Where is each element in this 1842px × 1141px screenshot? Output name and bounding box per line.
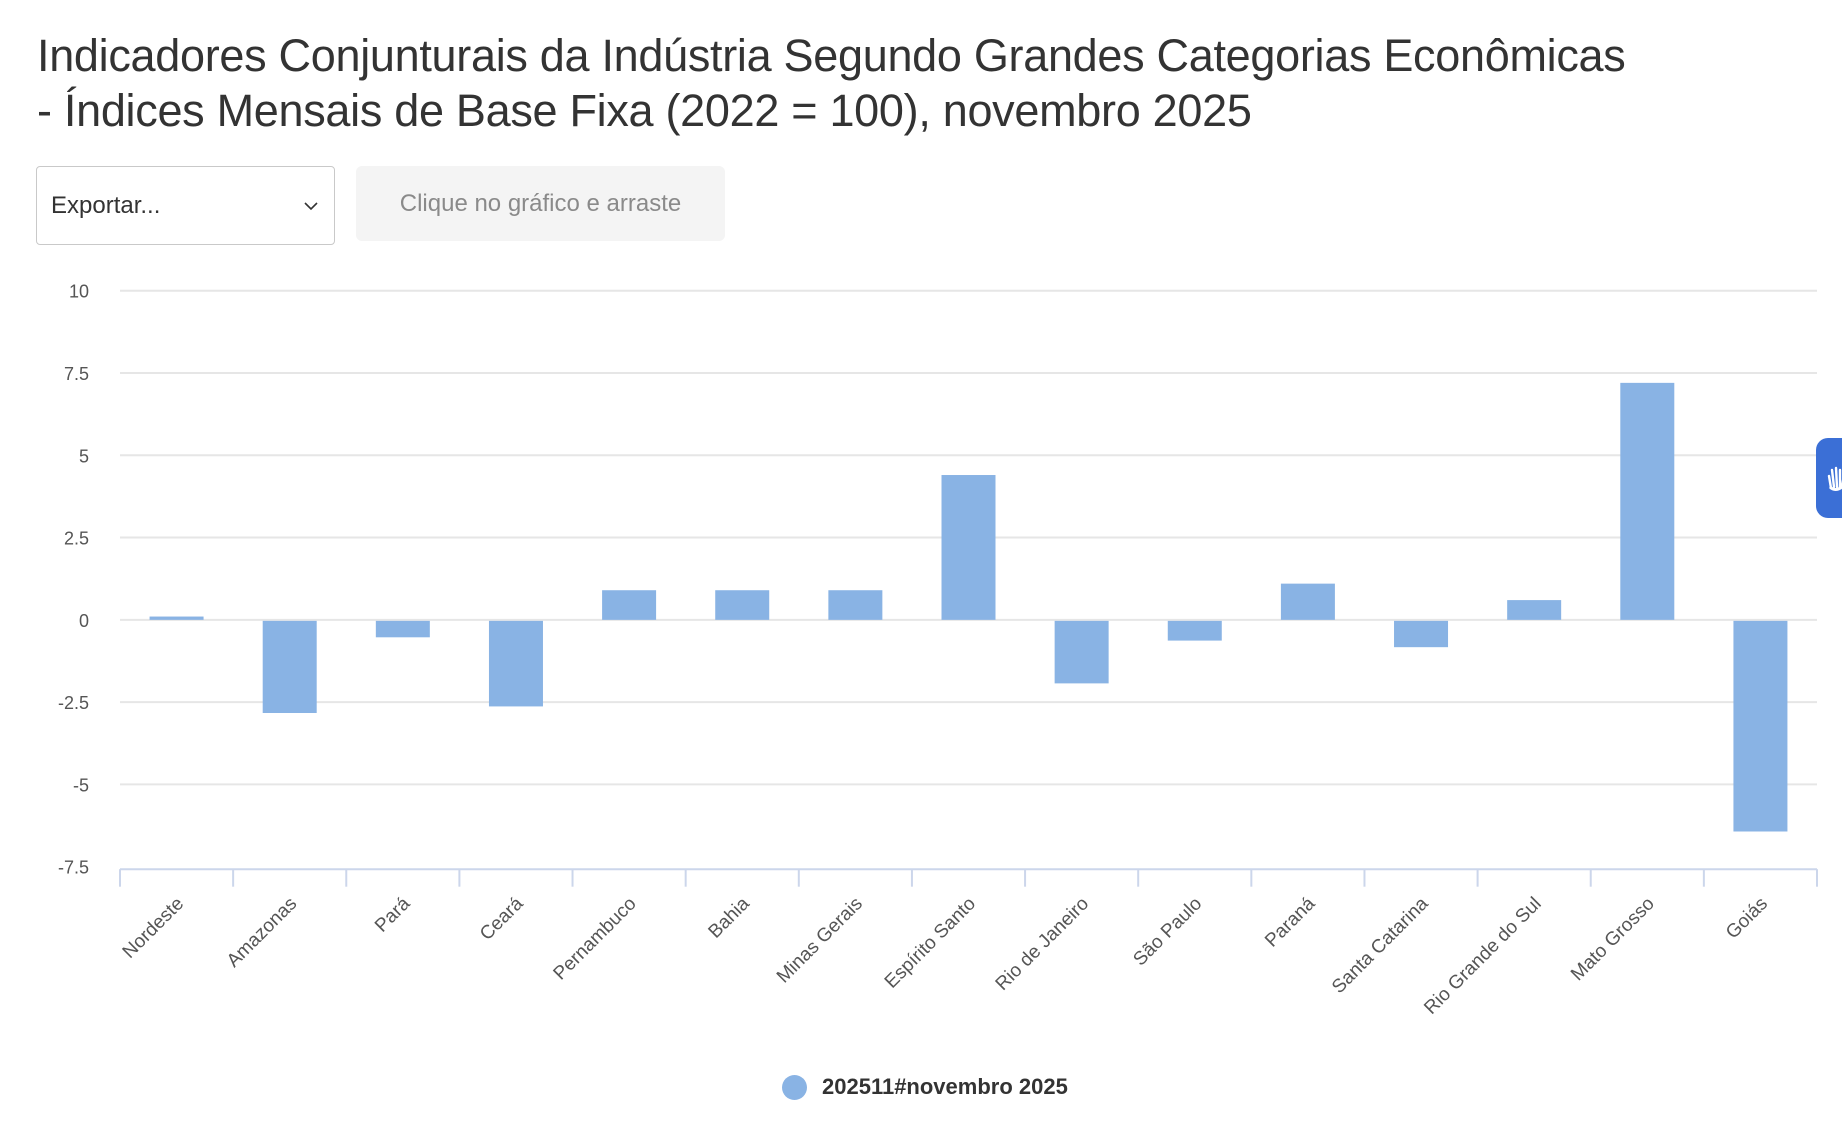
bar[interactable] [375,620,430,638]
x-tick-label: São Paulo [1129,893,1206,970]
x-tick-label: Espírito Santo [881,893,980,992]
y-tick-label: 0 [79,611,89,631]
y-tick-label: -5 [73,775,89,795]
legend-item[interactable]: 202511#novembro 2025 [782,1074,1068,1100]
bar[interactable] [1394,620,1449,648]
bar[interactable] [1054,620,1109,684]
hand-icon [1827,466,1842,491]
bar[interactable] [1280,583,1335,620]
x-tick-label: Amazonas [223,893,301,971]
export-dropdown[interactable]: Exportar... [36,166,335,245]
y-tick-label: 5 [79,446,89,466]
y-tick-label: 2.5 [64,529,89,549]
y-tick-label: 7.5 [64,364,89,384]
x-tick-label: Goiás [1722,893,1772,943]
x-tick-label: Bahia [705,893,755,943]
x-tick-label: Santa Catarina [1328,893,1433,998]
zoom-hint-text: Clique no gráfico e arraste [399,189,682,217]
bar[interactable] [828,590,883,620]
x-tick-label: Ceará [476,893,528,945]
y-tick-label: -7.5 [58,858,89,878]
legend-marker-icon [782,1074,807,1100]
bar[interactable] [262,620,317,714]
bar[interactable] [149,616,204,620]
bar[interactable] [1507,600,1562,620]
x-tick-label: Pará [371,893,415,937]
bar[interactable] [1733,620,1788,832]
accessibility-widget-button[interactable] [1816,438,1842,518]
x-tick-label: Mato Grosso [1567,893,1659,985]
chevron-down-icon [304,201,318,210]
y-tick-label: 10 [69,282,89,302]
x-tick-label: Minas Gerais [773,893,867,987]
bar[interactable] [488,620,543,707]
x-tick-label: Nordeste [119,893,188,962]
bar[interactable] [941,475,996,620]
x-tick-label: Pernambuco [550,893,641,984]
title-line-2: - Índices Mensais de Base Fixa (2022 = 1… [37,85,1252,136]
page-title: Indicadores Conjunturais da Indústria Se… [37,28,1837,138]
bar[interactable] [602,590,657,620]
y-tick-label: -2.5 [58,693,89,713]
export-dropdown-label: Exportar... [51,191,161,219]
bar[interactable] [1620,382,1675,620]
bar[interactable] [1167,620,1222,641]
x-tick-label: Rio de Janeiro [992,893,1093,994]
x-tick-label: Rio Grande do Sul [1420,893,1545,1018]
legend-label: 202511#novembro 2025 [822,1074,1068,1099]
title-line-1: Indicadores Conjunturais da Indústria Se… [37,30,1626,81]
bar[interactable] [715,590,770,620]
x-tick-label: Paraná [1261,893,1319,951]
zoom-hint: Clique no gráfico e arraste [356,166,725,241]
